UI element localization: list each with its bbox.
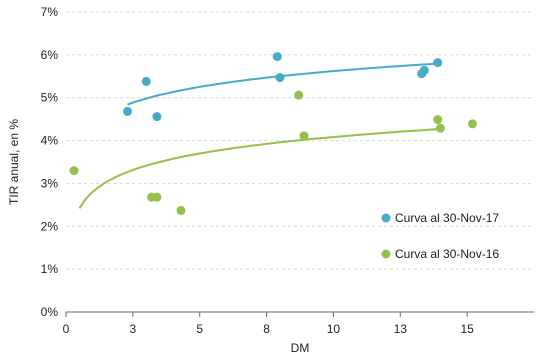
- x-axis-ticks: 0 3 5 8 10 13 15: [63, 312, 474, 336]
- data-point: [176, 205, 186, 215]
- x-tick-label: 10: [327, 322, 341, 336]
- y-tick-label: 4%: [41, 134, 59, 148]
- data-point: [152, 112, 162, 122]
- data-point: [294, 90, 304, 100]
- data-point: [141, 76, 151, 86]
- legend-label-curva-2017: Curva al 30-Nov-17: [395, 211, 499, 225]
- data-point: [467, 119, 477, 129]
- data-point: [69, 166, 79, 176]
- data-point: [433, 115, 443, 125]
- x-axis-title: DM: [291, 341, 310, 355]
- trend-line-0: [127, 62, 441, 106]
- y-axis-title: TIR anual, en %: [7, 119, 21, 205]
- x-tick-label: 13: [394, 322, 408, 336]
- x-tick-label: 5: [196, 322, 203, 336]
- data-point: [419, 65, 429, 75]
- data-point: [433, 58, 443, 68]
- data-points: [69, 52, 477, 215]
- data-point: [275, 73, 285, 83]
- y-tick-label: 3%: [41, 176, 59, 190]
- legend-label-curva-2016: Curva al 30-Nov-16: [395, 247, 499, 261]
- trend-lines: [78, 62, 441, 209]
- y-tick-label: 6%: [41, 48, 59, 62]
- y-tick-label: 5%: [41, 91, 59, 105]
- y-tick-label: 1%: [41, 262, 59, 276]
- data-point: [123, 106, 133, 116]
- data-point: [435, 123, 445, 133]
- data-point: [272, 52, 282, 62]
- trend-line-1: [78, 128, 441, 209]
- y-tick-label: 7%: [41, 5, 59, 19]
- data-point: [152, 192, 162, 202]
- x-tick-label: 15: [460, 322, 474, 336]
- x-tick-label: 3: [130, 322, 137, 336]
- x-tick-label: 8: [263, 322, 270, 336]
- y-axis-ticks: 0% 1% 2% 3% 4% 5% 6% 7%: [41, 5, 59, 319]
- legend-marker-curva-2016: [381, 249, 391, 259]
- legend-marker-curva-2017: [381, 213, 391, 223]
- y-tick-label: 2%: [41, 219, 59, 233]
- data-point: [299, 131, 309, 141]
- legend: Curva al 30-Nov-17 Curva al 30-Nov-16: [381, 211, 499, 261]
- x-tick-label: 0: [63, 322, 70, 336]
- y-tick-label: 0%: [41, 305, 59, 319]
